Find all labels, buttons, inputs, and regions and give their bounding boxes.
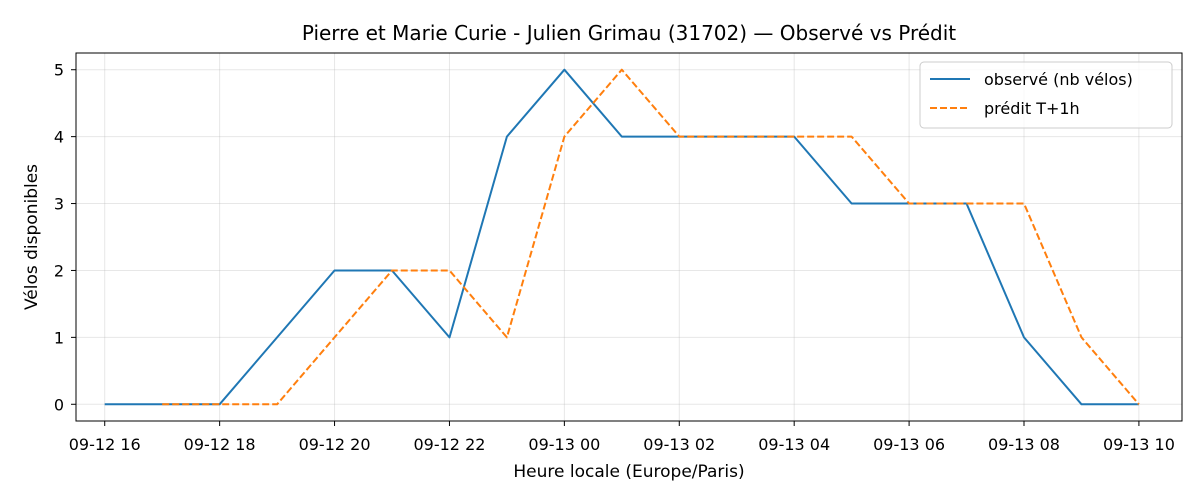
y-tick-label: 5 bbox=[54, 61, 64, 80]
x-tick-label: 09-13 02 bbox=[643, 435, 715, 454]
legend: observé (nb vélos) prédit T+1h bbox=[919, 61, 1173, 129]
plot-frame bbox=[75, 52, 1183, 422]
y-tick-label: 4 bbox=[54, 128, 64, 147]
x-axis-label: Heure locale (Europe/Paris) bbox=[513, 462, 744, 482]
chart-title: Pierre et Marie Curie - Julien Grimau (3… bbox=[302, 21, 956, 45]
x-tick-label: 09-12 18 bbox=[184, 435, 256, 454]
legend-box bbox=[919, 61, 1173, 129]
x-tick-label: 09-13 04 bbox=[758, 435, 830, 454]
x-tick-label: 09-12 22 bbox=[413, 435, 485, 454]
x-tick-label: 09-13 00 bbox=[528, 435, 600, 454]
x-tick-label: 09-13 06 bbox=[873, 435, 945, 454]
legend-label-predit: prédit T+1h bbox=[984, 99, 1080, 118]
x-axis-ticks: 09-12 16 09-12 18 09-12 20 09-12 22 09-13 00… bbox=[69, 421, 1175, 454]
series-lines bbox=[104, 68, 1140, 406]
x-tick-label: 09-13 08 bbox=[988, 435, 1060, 454]
x-tick-label: 09-12 16 bbox=[69, 435, 141, 454]
x-tick-label: 09-13 10 bbox=[1103, 435, 1175, 454]
y-tick-label: 1 bbox=[54, 328, 64, 347]
y-axis-label: Vélos disponibles bbox=[22, 164, 42, 310]
y-tick-label: 2 bbox=[54, 261, 64, 280]
y-tick-label: 3 bbox=[54, 195, 64, 214]
x-tick-label: 09-12 20 bbox=[299, 435, 371, 454]
y-tick-label: 0 bbox=[54, 395, 64, 414]
legend-label-observe: observé (nb vélos) bbox=[984, 70, 1133, 89]
y-axis-ticks: 0 1 2 3 4 5 bbox=[54, 61, 76, 414]
